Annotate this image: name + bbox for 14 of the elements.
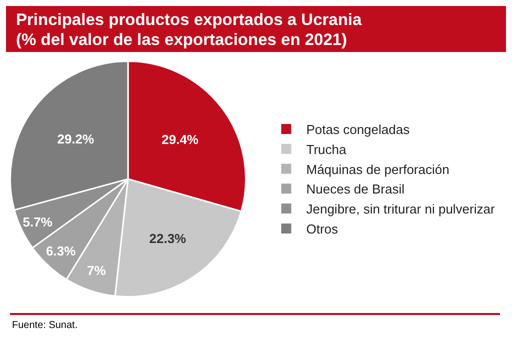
legend-label: Nueces de Brasil [306, 182, 405, 197]
data-label: 29.4% [162, 132, 199, 148]
chart-title: Principales productos exportados a Ucrania (% del valor de las exportaciones en 2021) [6, 6, 506, 52]
legend-label: Jengibre, sin triturar ni pulverizar [306, 202, 496, 217]
data-label: 5.7% [22, 214, 53, 230]
data-label: 29.2% [57, 132, 95, 147]
legend-label: Potas congeladas [306, 122, 410, 138]
legend-label: Otros [306, 222, 339, 237]
legend-label: Trucha [306, 142, 347, 157]
data-label: 22.3% [149, 230, 187, 246]
legend-label: Máquinas de perforación [306, 162, 450, 177]
data-label: 7% [87, 262, 106, 278]
data-label: 6.3% [46, 244, 76, 259]
source-note: Fuente: Sunat. [12, 320, 78, 331]
